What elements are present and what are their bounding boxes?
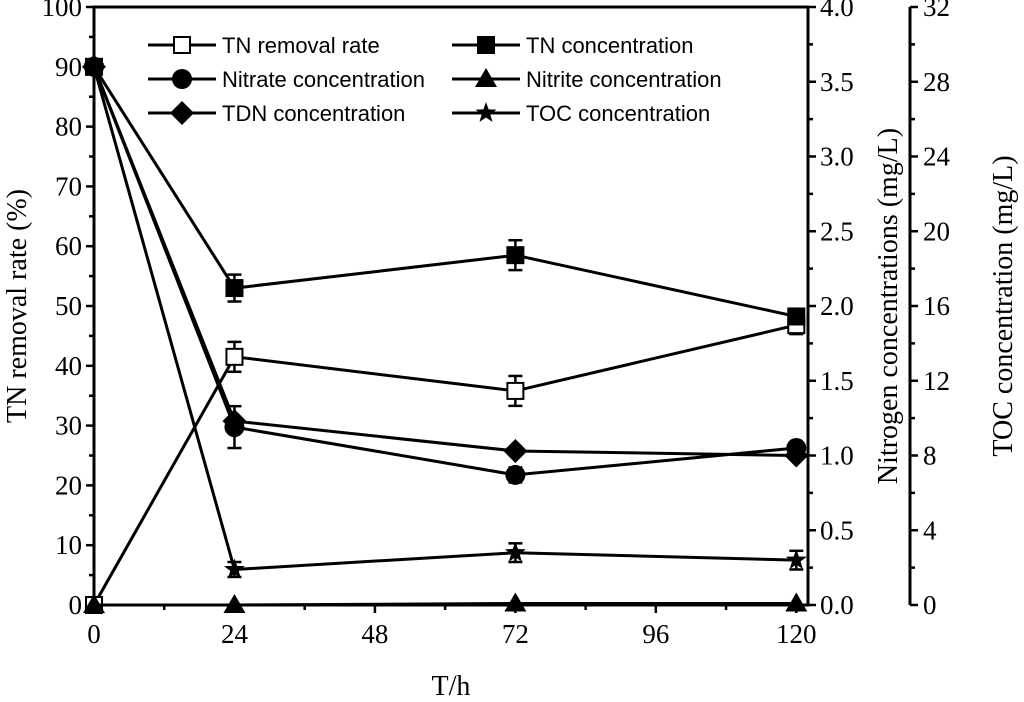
series-line xyxy=(92,65,797,318)
right2-tick-label: 20 xyxy=(923,216,950,246)
right2-tick-label: 16 xyxy=(923,291,950,321)
data-point xyxy=(784,443,809,468)
right1-axis-title: Nitrogen concentrations (mg/L) xyxy=(873,128,904,484)
data-point xyxy=(504,541,526,562)
legend: TN removal rate TN concentration Nitrate c… xyxy=(148,33,722,126)
x-tick-label: 96 xyxy=(642,619,669,649)
x-axis-title: T/h xyxy=(432,671,471,702)
legend-marker xyxy=(475,102,497,122)
legend-marker xyxy=(475,68,497,87)
legend-label: TN concentration xyxy=(526,33,694,58)
left-axis-title: TN removal rate (%) xyxy=(2,189,33,423)
series-line xyxy=(94,602,797,607)
series-tn-concentration xyxy=(85,57,806,326)
right1-tick-label: 3.5 xyxy=(820,67,854,97)
right2-tick-label: 12 xyxy=(923,366,950,396)
right2-tick-label: 32 xyxy=(923,0,950,22)
right2-tick-label: 24 xyxy=(923,142,951,172)
right1-tick-label: 4.0 xyxy=(820,0,854,22)
right1-tick-label: 1.5 xyxy=(820,366,854,396)
legend-marker xyxy=(170,101,194,125)
legend-marker xyxy=(173,36,191,54)
left-tick-label: 20 xyxy=(55,470,82,500)
right1-tick-label: 2.0 xyxy=(820,291,854,321)
legend-item: TDN concentration xyxy=(148,101,405,126)
series-line xyxy=(92,66,797,457)
legend-label: TDN concentration xyxy=(222,101,405,126)
data-point xyxy=(222,409,247,434)
legend-label: Nitrite concentration xyxy=(526,67,722,92)
data-point xyxy=(506,381,525,400)
right1-tick-label: 3.0 xyxy=(820,142,854,172)
x-tick-label: 0 xyxy=(87,619,101,649)
data-point xyxy=(225,347,244,366)
data-point xyxy=(223,594,246,613)
series-line xyxy=(92,66,797,477)
right1-tick-label: 1.0 xyxy=(820,441,854,471)
right1-tick-label: 0.5 xyxy=(820,515,854,545)
left-tick-label: 80 xyxy=(55,112,82,142)
legend-item: TN removal rate xyxy=(148,33,380,58)
legend-label: TN removal rate xyxy=(222,33,380,58)
left-tick-label: 90 xyxy=(55,52,82,82)
data-point xyxy=(505,464,526,485)
data-point xyxy=(503,439,528,464)
data-point xyxy=(506,246,525,265)
data-point xyxy=(83,594,105,613)
legend-marker xyxy=(172,69,192,89)
data-point xyxy=(83,55,105,76)
left-tick-label: 0 xyxy=(69,590,83,620)
right2-tick-label: 0 xyxy=(923,590,937,620)
legend-item: Nitrite concentration xyxy=(452,67,722,92)
series-line xyxy=(92,323,797,606)
legend-label: TOC concentration xyxy=(526,101,710,126)
data-point xyxy=(785,549,807,569)
data-point xyxy=(504,592,527,612)
legend-marker xyxy=(477,36,495,54)
right1-tick-label: 0.0 xyxy=(820,590,854,620)
legend-item: TN concentration xyxy=(452,33,694,58)
right2-axis-title: TOC concentration (mg/L) xyxy=(988,155,1019,456)
data-point xyxy=(785,592,808,612)
x-tick-label: 48 xyxy=(361,619,388,649)
left-tick-label: 50 xyxy=(55,291,82,321)
x-tick-label: 120 xyxy=(776,619,817,649)
data-point xyxy=(787,307,806,326)
series-nitrite-concentration xyxy=(83,592,808,613)
x-tick-label: 24 xyxy=(221,619,249,649)
plot-frame xyxy=(92,5,810,607)
series-line xyxy=(92,66,797,572)
series-toc-concentration xyxy=(83,55,807,579)
right2-tick-label: 8 xyxy=(923,441,937,471)
plot-area xyxy=(82,54,809,614)
left-tick-label: 70 xyxy=(55,171,82,201)
right2-tick-label: 28 xyxy=(923,67,950,97)
left-tick-label: 100 xyxy=(42,0,83,22)
left-tick-label: 60 xyxy=(55,231,82,261)
legend-item: TOC concentration xyxy=(452,101,710,126)
right2-tick-label: 4 xyxy=(923,515,937,545)
left-tick-label: 10 xyxy=(55,530,82,560)
x-tick-label: 72 xyxy=(502,619,529,649)
data-point xyxy=(225,279,244,298)
left-tick-label: 30 xyxy=(55,411,82,441)
right1-tick-label: 2.5 xyxy=(820,216,854,246)
data-point xyxy=(224,558,245,579)
legend-item: Nitrate concentration xyxy=(148,67,425,92)
legend-label: Nitrate concentration xyxy=(222,67,425,92)
series-tn-removal-rate xyxy=(85,314,806,614)
left-tick-label: 40 xyxy=(55,351,82,381)
